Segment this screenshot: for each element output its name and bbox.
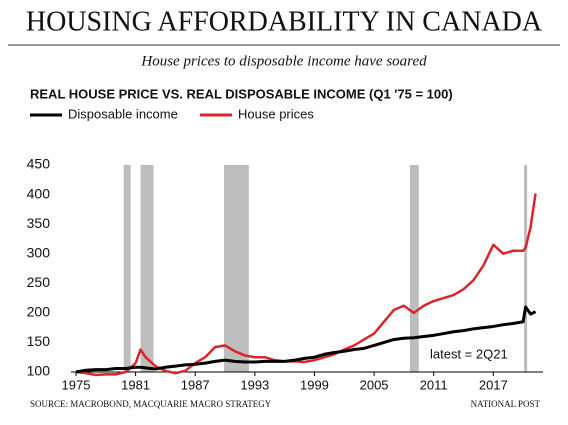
x-tick-label: 1999 <box>300 377 329 392</box>
y-tick-label: 150 <box>27 333 51 349</box>
shaded-period <box>409 165 419 372</box>
x-tick-label: 1993 <box>240 377 269 392</box>
y-tick-label: 250 <box>27 274 51 290</box>
credit: NATIONAL POST <box>471 399 541 409</box>
x-tick-label: 2011 <box>420 377 448 392</box>
series-line <box>75 305 537 374</box>
chart-subtitle: REAL HOUSE PRICE VS. REAL DISPOSABLE INC… <box>30 86 453 101</box>
y-tick-label: 450 <box>27 156 51 172</box>
shaded-period <box>140 165 154 372</box>
shaded-period <box>224 165 249 372</box>
y-tick-label: 400 <box>27 185 51 201</box>
x-tick-label: 2005 <box>360 377 389 392</box>
x-tick-label: 1987 <box>181 377 210 392</box>
x-tick-label: 2017 <box>479 377 508 392</box>
annotation: latest = 2Q21 <box>430 346 508 361</box>
y-tick-label: 300 <box>27 244 51 260</box>
chart-title: HOUSING AFFORDABILITY IN CANADA <box>26 6 543 37</box>
shaded-period <box>524 165 528 372</box>
x-tick-label: 1981 <box>121 377 150 392</box>
source: SOURCE: MACROBOND, MACQUARIE MACRO STRAT… <box>30 399 272 409</box>
legend-label: Disposable income <box>68 106 178 121</box>
y-tick-label: 100 <box>27 363 51 379</box>
y-tick-label: 350 <box>27 215 51 231</box>
subtitle: House prices to disposable income have s… <box>140 53 427 69</box>
legend-label: House prices <box>238 106 314 121</box>
x-tick-label: 1975 <box>62 377 91 392</box>
y-tick-label: 200 <box>27 304 51 320</box>
series-line <box>75 193 537 377</box>
shaded-period <box>123 165 131 372</box>
